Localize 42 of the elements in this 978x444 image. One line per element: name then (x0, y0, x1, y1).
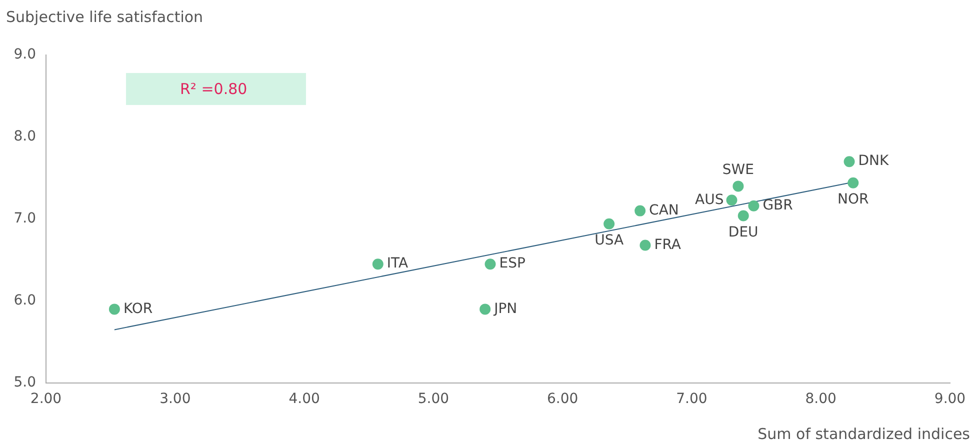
x-tick-label: 5.00 (418, 391, 450, 408)
y-tick-label: 6.0 (14, 292, 36, 309)
annotation: CAN (649, 202, 679, 218)
point (848, 177, 859, 188)
point (726, 194, 738, 206)
x-tick-label: 8.00 (805, 391, 836, 408)
annotation: DEU (728, 224, 758, 240)
x-tick-label: 4.00 (288, 391, 320, 408)
y-tick-label: 8.0 (14, 128, 36, 145)
x-tick-label: 9.00 (934, 391, 966, 408)
point (844, 156, 855, 168)
annotation: R² =0.80 (180, 80, 248, 98)
annotation: ITA (386, 256, 408, 272)
annotation: ESP (499, 256, 526, 272)
x-tick-label: 7.00 (676, 391, 708, 408)
annotation: FRA (654, 236, 682, 253)
annotation: NOR (838, 192, 870, 208)
annotation: DNK (858, 153, 890, 170)
point (748, 200, 760, 212)
point (480, 304, 491, 315)
point (372, 258, 384, 270)
x-tick-label: 3.00 (160, 391, 191, 408)
point (604, 218, 615, 230)
x-axis-title: Sum of standardized indices (758, 425, 970, 443)
x-tick-label: 6.00 (546, 391, 578, 408)
point (738, 210, 749, 222)
y-tick-label: 9.0 (14, 46, 36, 63)
point (108, 304, 120, 315)
x-tick-label: 2.00 (30, 391, 62, 408)
annotation: USA (594, 232, 624, 249)
y-tick-label: 7.0 (14, 210, 36, 227)
annotation: SWE (722, 162, 754, 178)
annotation: JPN (493, 300, 518, 317)
point (484, 258, 496, 270)
y-tick-label: 5.0 (14, 374, 36, 391)
point (732, 180, 744, 192)
point (640, 240, 651, 251)
y-axis-title: Subjective life satisfaction (6, 8, 204, 26)
annotation: KOR (123, 300, 153, 317)
annotation: AUS (695, 192, 724, 208)
annotation: GBR (762, 198, 794, 214)
point (634, 205, 646, 216)
